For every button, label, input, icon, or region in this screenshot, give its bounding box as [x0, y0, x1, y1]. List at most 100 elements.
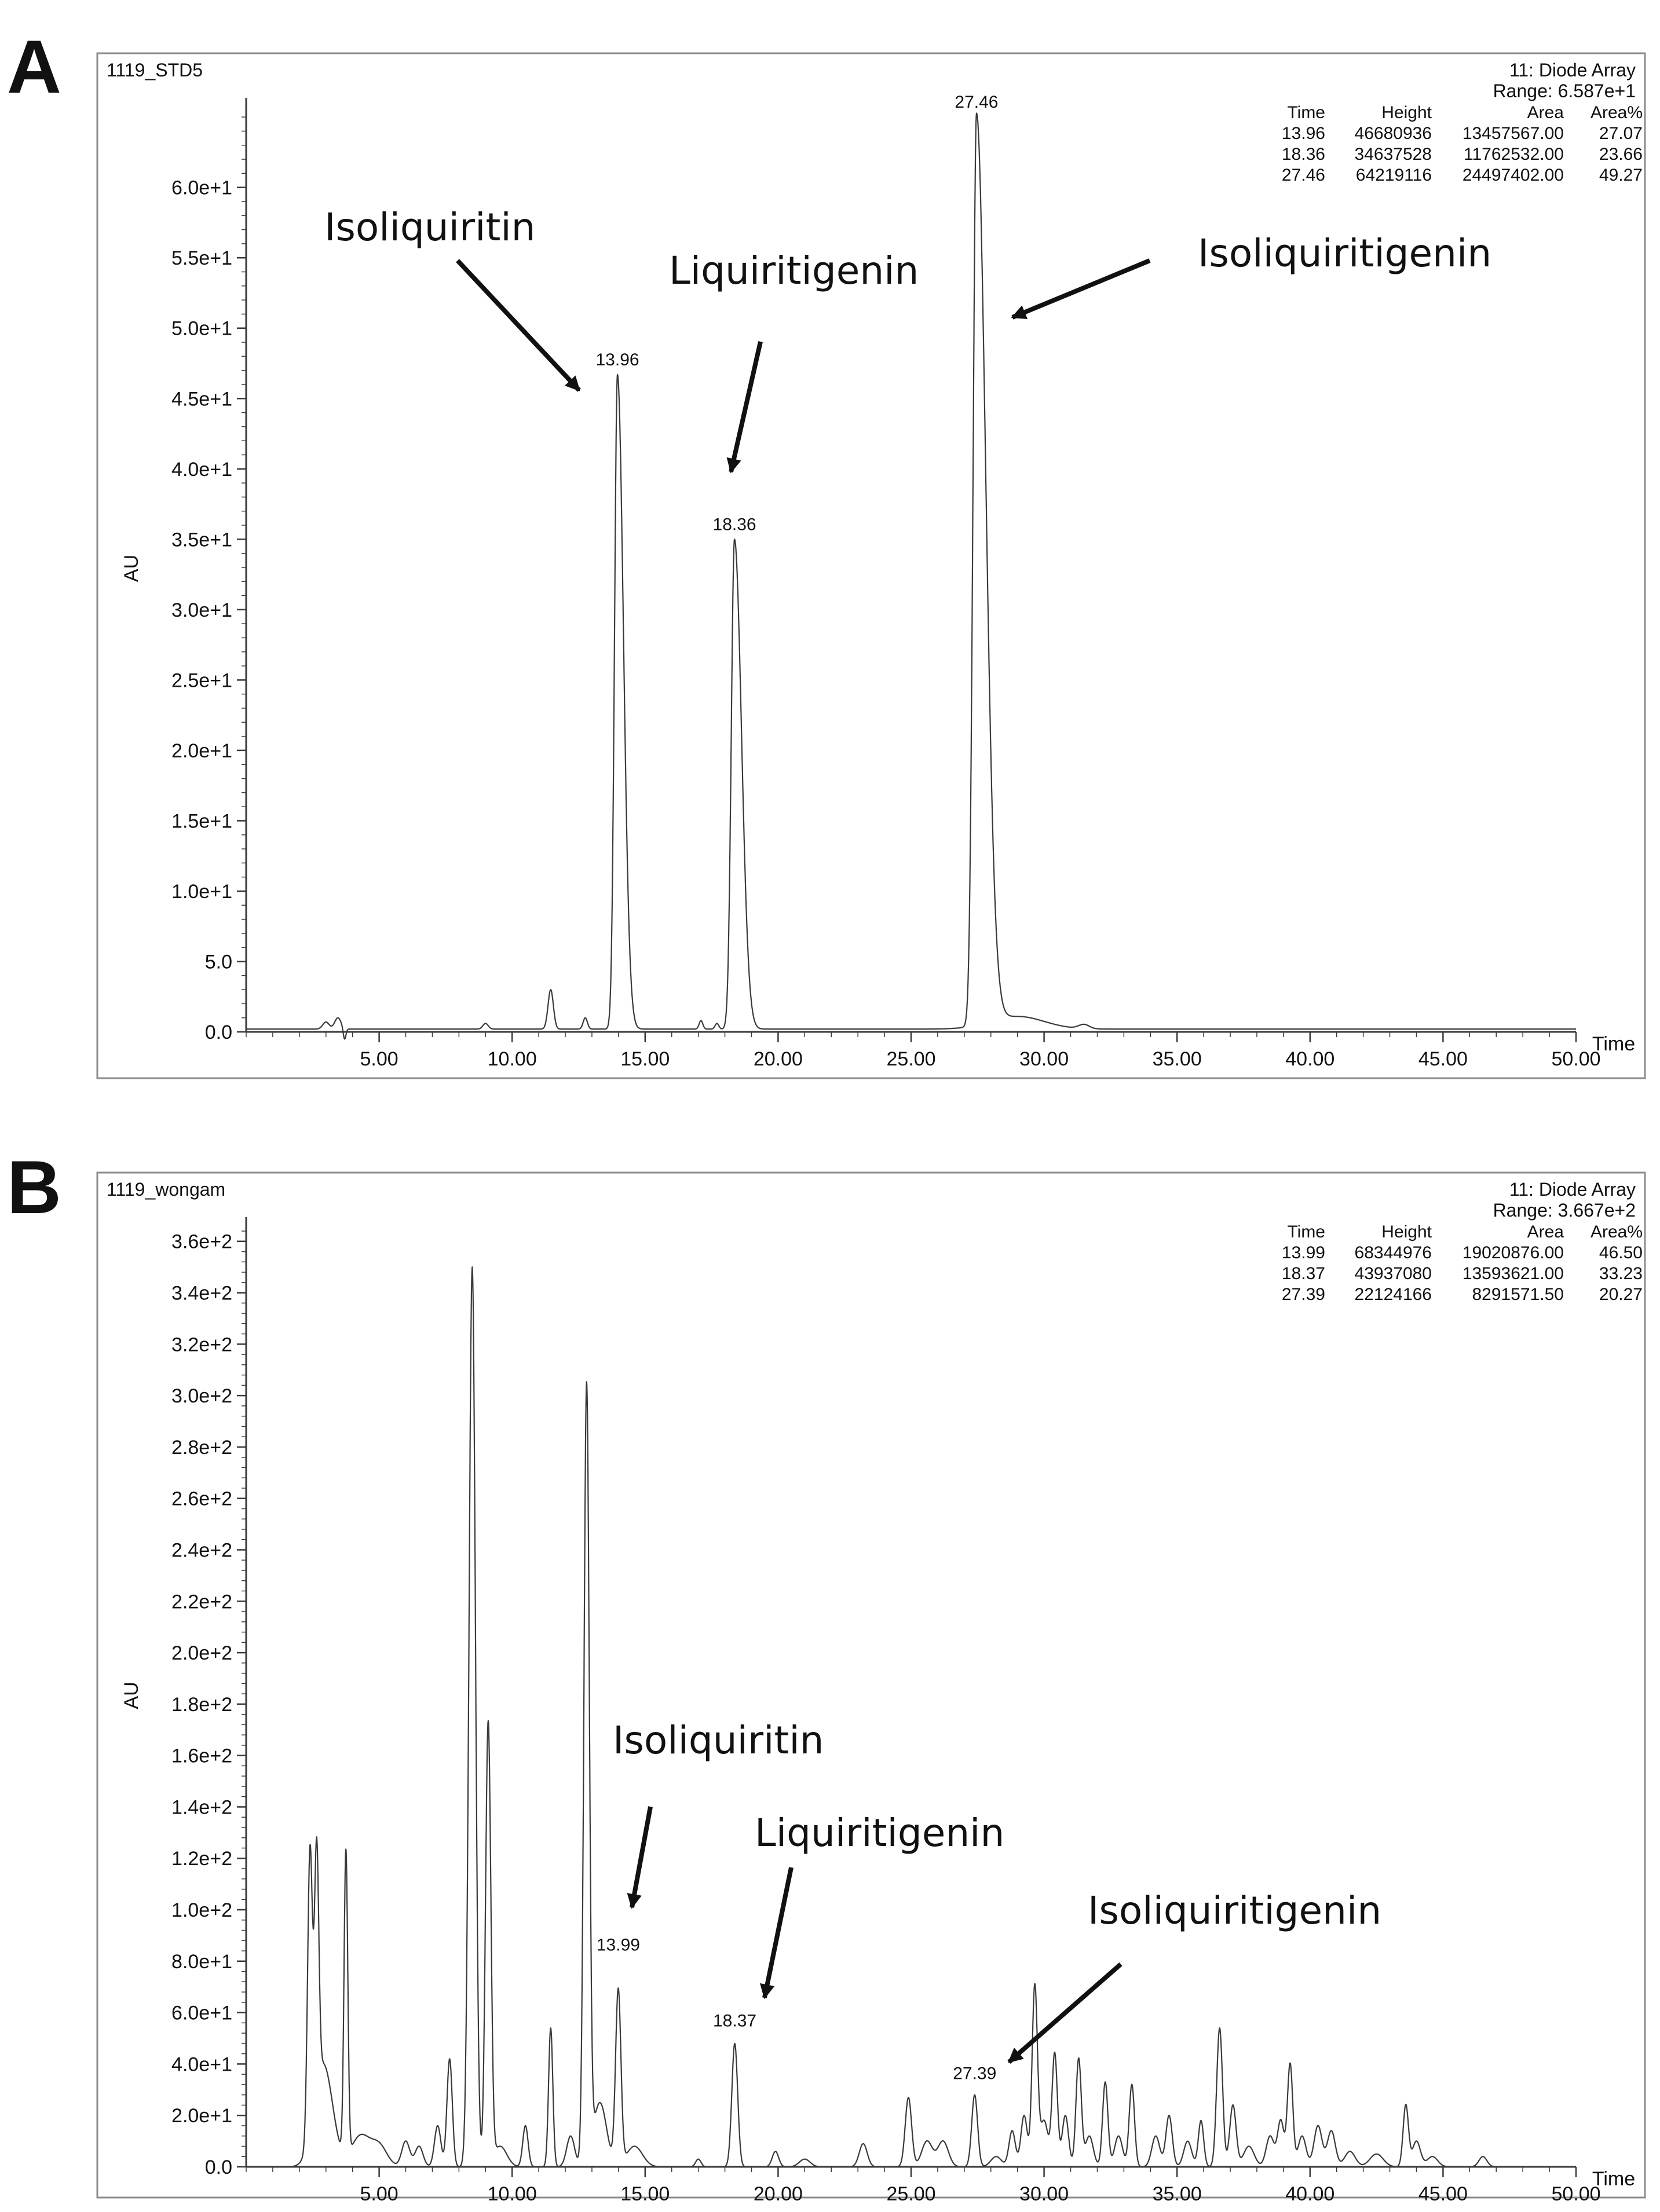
sample-name: 1119_STD5	[107, 60, 203, 80]
panel-frame	[96, 52, 1646, 1079]
table-cell: 13593621.00	[1462, 1264, 1564, 1283]
callout-arrow	[760, 1867, 794, 1999]
panel-frame	[96, 1171, 1646, 2199]
peak-label: 27.46	[955, 93, 998, 112]
y-tick-label: 5.0e+1	[171, 318, 232, 340]
table-cell: 23.66	[1599, 145, 1643, 164]
table-cell: 64219116	[1356, 166, 1432, 185]
y-tick-label: 3.0e+2	[171, 1385, 232, 1407]
x-tick-label: 50.00	[1551, 1048, 1600, 1070]
x-tick-label: 20.00	[754, 1048, 803, 1070]
callout-arrow	[456, 259, 581, 392]
detector-label: 11: Diode Array	[1509, 60, 1636, 80]
y-tick-label: 1.0e+1	[171, 881, 232, 903]
y-tick-label: 2.6e+2	[171, 1488, 232, 1510]
compound-callout: Isoliquiritin	[324, 205, 581, 392]
peak-table: Time Height Area Area% 13.99 68344976 19020876…	[1282, 1222, 1643, 1304]
callout-arrow	[1007, 1962, 1122, 2064]
compound-label: Liquiritigenin	[755, 1811, 1004, 1855]
y-tick-label: 5.0	[205, 951, 232, 973]
table-header: Area	[1527, 1222, 1564, 1241]
range-label: Range: 6.587e+1	[1493, 80, 1636, 101]
x-tick-label: 40.00	[1285, 2183, 1334, 2205]
compound-label: Isoliquiritigenin	[1088, 1888, 1381, 1933]
table-cell: 11762532.00	[1464, 145, 1564, 164]
table-row: 18.36 34637528 11762532.00 23.66	[1282, 145, 1643, 164]
x-axis-title: Time	[1592, 2168, 1635, 2190]
y-tick-label: 3.6e+2	[171, 1231, 232, 1253]
table-cell: 20.27	[1599, 1285, 1643, 1304]
table-row: 13.99 68344976 19020876.00 46.50	[1282, 1243, 1643, 1262]
table-row: 18.37 43937080 13593621.00 33.23	[1282, 1264, 1643, 1283]
callout-arrow	[627, 1806, 653, 1909]
y-tick-label: 2.5e+1	[171, 669, 232, 691]
y-tick-label: 1.6e+2	[171, 1745, 232, 1767]
peak-label: 18.36	[713, 515, 756, 534]
detector-label: 11: Diode Array	[1509, 1179, 1636, 1200]
y-tick-label: 5.5e+1	[171, 247, 232, 269]
table-header: Time	[1287, 103, 1325, 122]
x-tick-label: 20.00	[754, 2183, 803, 2205]
table-header: Area	[1527, 103, 1564, 122]
y-tick-label: 2.0e+2	[171, 1642, 232, 1664]
y-tick-label: 4.0e+1	[171, 2053, 232, 2075]
x-tick-label: 5.00	[360, 1048, 398, 1070]
y-axis-title: AU	[120, 1682, 142, 1709]
table-cell: 18.37	[1282, 1264, 1325, 1283]
x-tick-label: 45.00	[1418, 1048, 1468, 1070]
x-tick-label: 5.00	[360, 2183, 398, 2205]
compound-callout: Liquiritigenin	[669, 248, 919, 474]
table-cell: 13.96	[1282, 124, 1325, 143]
x-tick-label: 30.00	[1019, 2183, 1069, 2205]
x-tick-label: 15.00	[620, 2183, 670, 2205]
y-tick-label: 0.0	[205, 2156, 232, 2178]
compound-callout: Isoliquiritigenin	[1007, 1888, 1381, 2064]
peak-label: 13.99	[597, 1936, 640, 1955]
table-row: 27.39 22124166 8291571.50 20.27	[1282, 1285, 1643, 1304]
compound-callout: Liquiritigenin	[755, 1811, 1004, 1999]
y-tick-label: 2.0e+1	[171, 2105, 232, 2127]
table-row: 27.46 64219116 24497402.00 49.27	[1282, 166, 1643, 185]
table-row: 13.96 46680936 13457567.00 27.07	[1282, 124, 1643, 143]
table-header: Area%	[1590, 103, 1643, 122]
table-header: Time	[1287, 1222, 1325, 1241]
x-tick-label: 45.00	[1418, 2183, 1468, 2205]
x-tick-label: 30.00	[1019, 1048, 1069, 1070]
y-tick-label: 1.8e+2	[171, 1694, 232, 1716]
table-cell: 18.36	[1282, 145, 1325, 164]
x-tick-label: 10.00	[488, 2183, 537, 2205]
table-cell: 27.46	[1282, 166, 1325, 185]
x-tick-label: 40.00	[1285, 1048, 1334, 1070]
y-tick-label: 3.0e+1	[171, 599, 232, 621]
range-label: Range: 3.667e+2	[1493, 1200, 1636, 1221]
panel-letter: B	[7, 1145, 61, 1229]
table-cell: 27.07	[1599, 124, 1643, 143]
x-tick-label: 35.00	[1153, 1048, 1202, 1070]
peak-table: Time Height Area Area% 13.96 46680936 13457567…	[1282, 103, 1643, 185]
compound-callout: Isoliquiritigenin	[1011, 231, 1491, 320]
chromatogram-trace	[246, 112, 1577, 1040]
x-tick-label: 50.00	[1551, 2183, 1600, 2205]
y-tick-label: 3.2e+2	[171, 1334, 232, 1356]
peak-label: 18.37	[713, 2012, 756, 2031]
sample-name: 1119_wongam	[107, 1179, 225, 1200]
table-cell: 19020876.00	[1462, 1243, 1564, 1262]
x-tick-label: 25.00	[886, 2183, 935, 2205]
table-cell: 43937080	[1355, 1264, 1432, 1283]
y-tick-label: 8.0e+1	[171, 1951, 232, 1973]
callout-arrow	[1011, 258, 1151, 320]
table-cell: 24497402.00	[1462, 166, 1564, 185]
x-tick-label: 35.00	[1153, 2183, 1202, 2205]
y-tick-label: 4.0e+1	[171, 459, 232, 481]
y-tick-label: 2.2e+2	[171, 1591, 232, 1613]
x-tick-label: 10.00	[488, 1048, 537, 1070]
y-tick-label: 6.0e+1	[171, 177, 232, 199]
y-tick-label: 3.5e+1	[171, 529, 232, 551]
table-cell: 8291571.50	[1472, 1285, 1564, 1304]
y-tick-label: 1.4e+2	[171, 1796, 232, 1818]
table-cell: 68344976	[1355, 1243, 1432, 1262]
y-tick-label: 6.0e+1	[171, 2002, 232, 2024]
chromatogram-trace	[246, 1266, 1577, 2168]
